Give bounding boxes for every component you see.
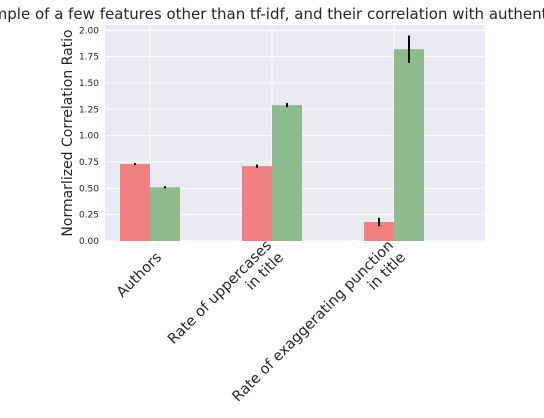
y-tick-label: 2.00	[79, 26, 99, 36]
bar	[242, 166, 272, 241]
x-tick-label: Rate of uppercases	[165, 238, 275, 348]
y-tick-label: 1.75	[79, 53, 99, 63]
y-tick-label: 1.50	[79, 79, 99, 89]
y-tick-label: 0.75	[79, 158, 99, 168]
x-tick-label: Authors	[114, 250, 165, 301]
chart-title: Example of a few features other than tf-…	[0, 5, 544, 23]
bar	[364, 222, 394, 241]
error-bars	[134, 35, 410, 227]
y-tick-label: 1.00	[79, 132, 99, 142]
bars	[120, 49, 424, 241]
y-tick-label: 0.00	[79, 237, 99, 247]
bar	[272, 105, 302, 241]
y-tick-labels: 0.00 0.25 0.50 0.75 1.00 1.25 1.50 1.75 2.00	[79, 26, 99, 247]
bar	[150, 187, 180, 241]
bar	[120, 164, 150, 241]
y-tick-label: 0.25	[79, 211, 99, 221]
y-axis-label: Normarlized Correlation Ratio	[60, 29, 76, 236]
y-tick-label: 1.25	[79, 105, 99, 115]
bar	[394, 49, 424, 241]
y-tick-label: 0.50	[79, 184, 99, 194]
x-tick-group: Authors	[114, 250, 165, 301]
